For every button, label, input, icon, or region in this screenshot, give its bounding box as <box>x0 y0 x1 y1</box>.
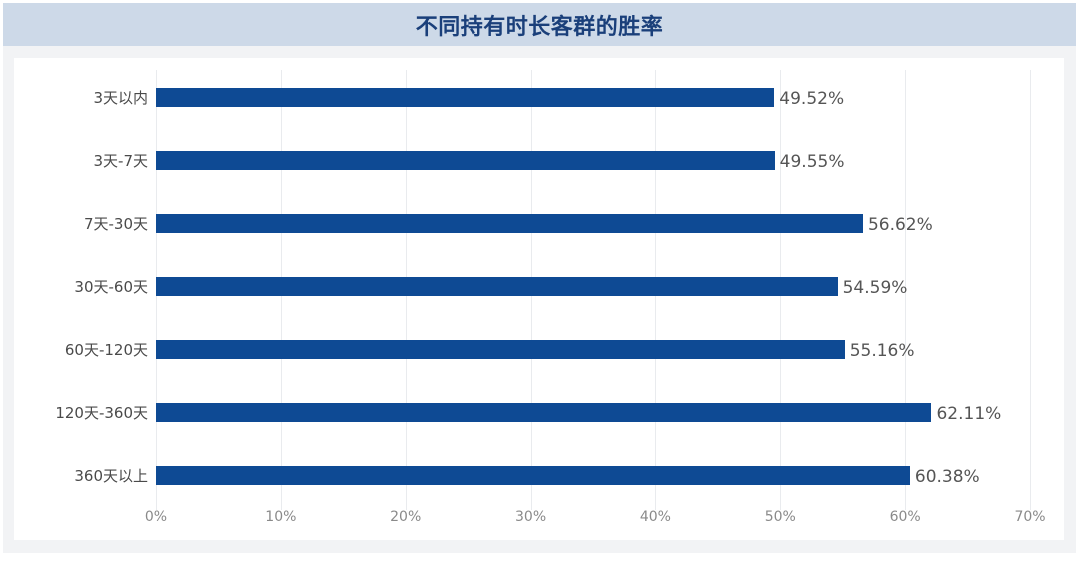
value-label: 60.38% <box>914 467 980 487</box>
x-tick-label: 10% <box>265 509 297 525</box>
x-tick-label: 40% <box>639 509 671 525</box>
plot-panel <box>14 58 1064 540</box>
bar[interactable] <box>156 214 863 233</box>
value-label: 49.52% <box>779 89 845 109</box>
category-label: 30天-60天 <box>74 278 148 296</box>
x-tick-label: 20% <box>390 509 422 525</box>
category-label: 3天以内 <box>93 89 148 107</box>
value-label: 54.59% <box>842 278 908 298</box>
category-label: 3天-7天 <box>93 152 149 170</box>
bar[interactable] <box>156 403 932 422</box>
category-label: 360天以上 <box>74 467 148 485</box>
x-tick-label: 60% <box>889 509 921 525</box>
x-tick-label: 0% <box>144 509 168 525</box>
value-label: 49.55% <box>779 152 845 172</box>
category-label: 60天-120天 <box>64 341 148 359</box>
gridline <box>905 70 907 510</box>
chart-title: 不同持有时长客群的胜率 <box>415 14 664 40</box>
bar[interactable] <box>156 88 775 107</box>
x-tick-label: 30% <box>515 509 547 525</box>
gridline <box>1030 70 1031 510</box>
value-label: 55.16% <box>849 341 915 361</box>
x-tick-label: 70% <box>1014 509 1046 525</box>
bar[interactable] <box>156 340 845 359</box>
x-tick-label: 50% <box>764 509 796 525</box>
value-label: 56.62% <box>867 215 933 235</box>
bar[interactable] <box>156 277 838 296</box>
title-banner: 不同持有时长客群的胜率 <box>3 3 1076 46</box>
bar[interactable] <box>156 151 775 170</box>
category-label: 120天-360天 <box>55 404 148 422</box>
category-label: 7天-30天 <box>83 215 148 233</box>
value-label: 62.11% <box>936 404 1002 424</box>
bar[interactable] <box>156 466 910 485</box>
